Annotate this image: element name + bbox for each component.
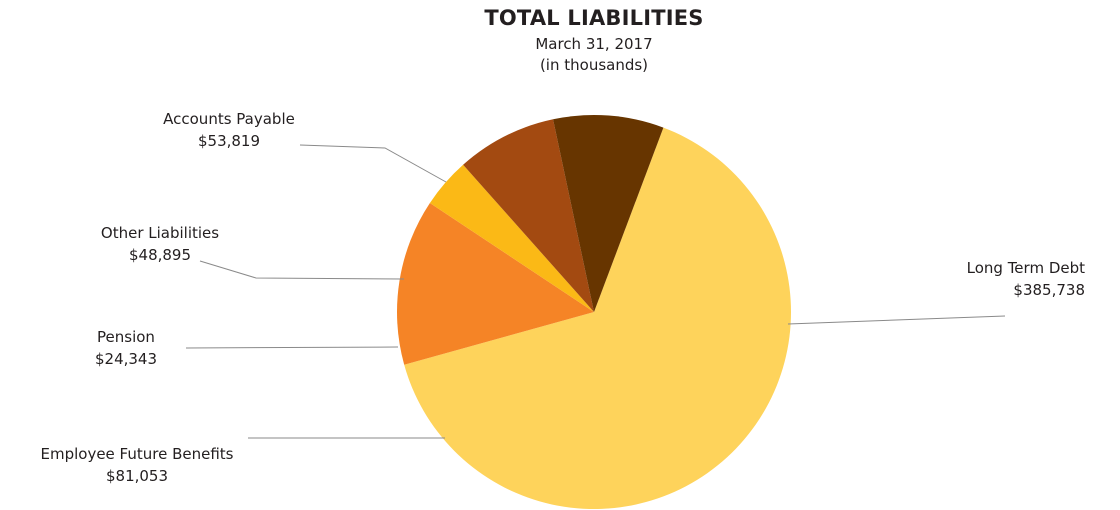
slice-label-other-liabilities-name: Other Liabilities: [101, 224, 219, 242]
pie-slice-long-term-debt: [404, 127, 792, 510]
leader-line-other-liabilities: [199, 260, 405, 280]
pie-slice-employee-future-benefits: [397, 202, 594, 365]
chart-title: TOTAL LIABILITIES: [484, 6, 704, 30]
leader-line-accounts-payable: [299, 144, 447, 183]
slice-label-long-term-debt-value: $385,738: [1013, 281, 1085, 299]
slice-label-other-liabilities-value: $48,895: [129, 246, 191, 264]
slice-label-accounts-payable-name: Accounts Payable: [163, 110, 295, 128]
leader-line-long-term-debt: [787, 315, 1006, 325]
pie-slice-other-liabilities: [463, 119, 594, 312]
chart-subtitle-date: March 31, 2017: [535, 35, 653, 53]
slice-label-pension-name: Pension: [97, 328, 155, 346]
slice-label-long-term-debt-name: Long Term Debt: [967, 259, 1085, 277]
pie-slice-pension: [429, 164, 594, 312]
pie-slice-accounts-payable: [553, 114, 664, 312]
leader-line-pension: [185, 346, 399, 349]
chart-subtitle-units: (in thousands): [539, 56, 649, 74]
slice-label-employee-future-benefits-value: $81,053: [106, 467, 168, 485]
slice-label-pension-value: $24,343: [95, 350, 157, 368]
slice-label-accounts-payable-value: $53,819: [198, 132, 260, 150]
slice-label-employee-future-benefits-name: Employee Future Benefits: [41, 445, 234, 463]
